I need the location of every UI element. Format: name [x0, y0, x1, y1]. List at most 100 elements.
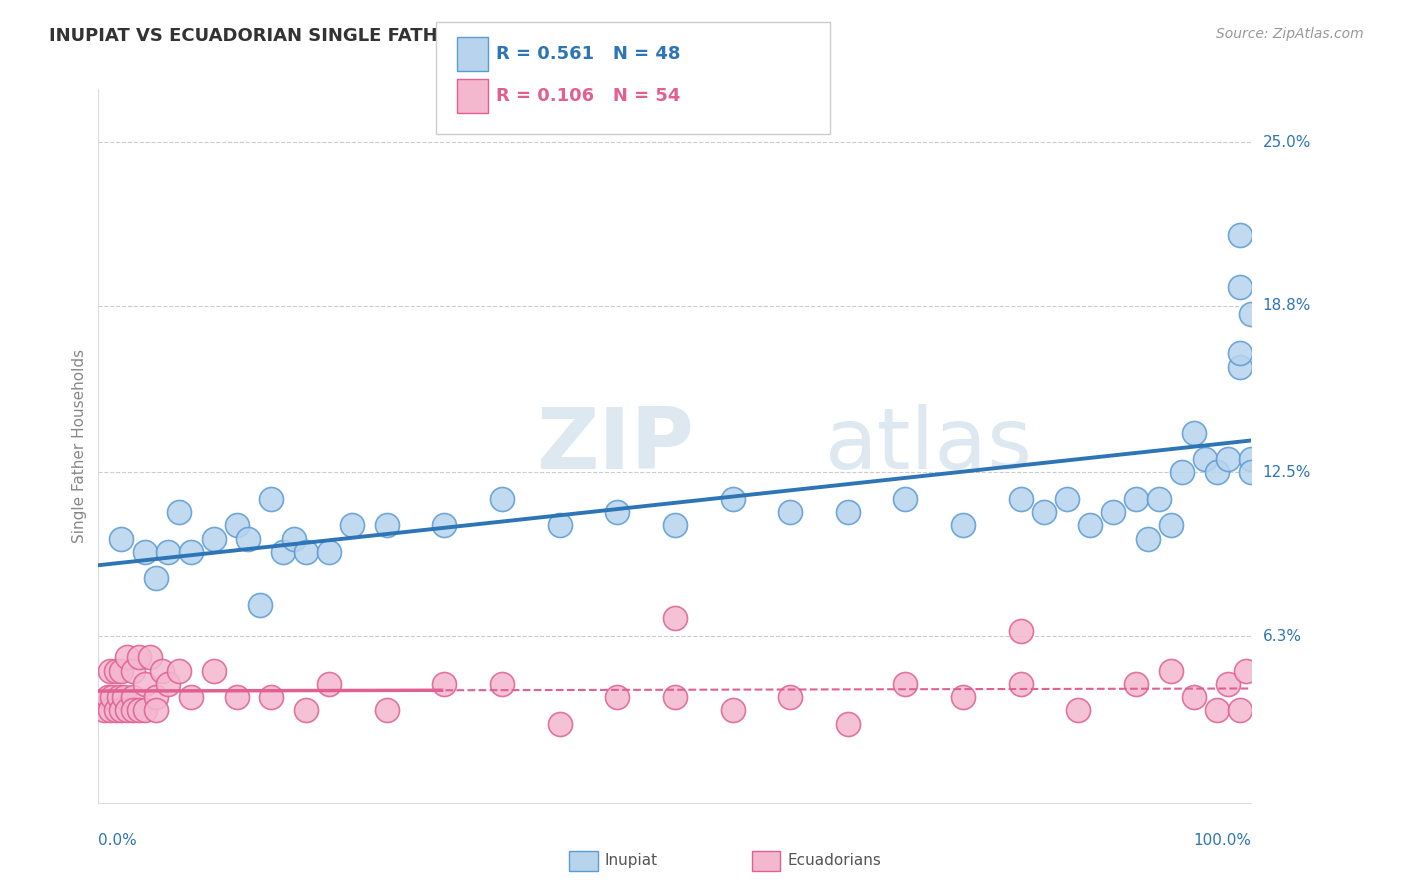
Point: [112, 690, 135, 704]
Point: [202, 664, 225, 678]
Point: [93, 703, 115, 717]
Point: [122, 690, 145, 704]
Point: [664, 611, 686, 625]
Point: [1205, 703, 1227, 717]
Point: [1229, 703, 1251, 717]
Point: [1067, 703, 1090, 717]
Point: [110, 664, 132, 678]
Point: [134, 677, 156, 691]
Point: [1010, 491, 1032, 506]
Point: [104, 664, 127, 678]
Point: [779, 505, 801, 519]
Point: [1229, 227, 1251, 242]
Point: [101, 690, 124, 704]
Point: [894, 677, 917, 691]
Text: atlas: atlas: [825, 404, 1033, 488]
Point: [1218, 452, 1240, 467]
Text: 100.0%: 100.0%: [1194, 833, 1251, 848]
Point: [318, 677, 340, 691]
Point: [1229, 359, 1251, 374]
Point: [1171, 466, 1194, 480]
Point: [122, 703, 145, 717]
Point: [249, 598, 271, 612]
Point: [837, 505, 859, 519]
Text: 6.3%: 6.3%: [1263, 629, 1302, 644]
Point: [1056, 491, 1078, 506]
Point: [664, 518, 686, 533]
Point: [128, 650, 150, 665]
Point: [1010, 677, 1032, 691]
Point: [260, 491, 283, 506]
Point: [1229, 346, 1251, 360]
Text: 25.0%: 25.0%: [1263, 135, 1310, 150]
Point: [156, 545, 179, 559]
Point: [180, 545, 202, 559]
Point: [1234, 664, 1257, 678]
Point: [1136, 532, 1159, 546]
Point: [491, 677, 513, 691]
Point: [117, 703, 139, 717]
Point: [98, 664, 121, 678]
Point: [134, 545, 156, 559]
Point: [318, 545, 340, 559]
Point: [283, 532, 305, 546]
Point: [202, 532, 225, 546]
Point: [110, 532, 132, 546]
Point: [1147, 491, 1170, 506]
Point: [1010, 624, 1032, 638]
Point: [952, 518, 974, 533]
Point: [1229, 280, 1251, 294]
Point: [606, 690, 628, 704]
Point: [1205, 466, 1227, 480]
Text: ZIP: ZIP: [537, 404, 695, 488]
Text: R = 0.106   N = 54: R = 0.106 N = 54: [496, 87, 681, 105]
Point: [548, 518, 571, 533]
Point: [721, 703, 744, 717]
Point: [271, 545, 294, 559]
Text: Source: ZipAtlas.com: Source: ZipAtlas.com: [1216, 27, 1364, 41]
Point: [156, 677, 179, 691]
Point: [606, 505, 628, 519]
Point: [1102, 505, 1125, 519]
Point: [340, 518, 363, 533]
Point: [295, 703, 318, 717]
Point: [433, 677, 456, 691]
Point: [225, 518, 247, 533]
Point: [97, 690, 120, 704]
Point: [139, 650, 162, 665]
Point: [952, 690, 974, 704]
Point: [1160, 518, 1182, 533]
Text: Inupiat: Inupiat: [605, 854, 658, 868]
Text: 0.0%: 0.0%: [98, 833, 138, 848]
Point: [1032, 505, 1054, 519]
Point: [167, 505, 190, 519]
Text: 18.8%: 18.8%: [1263, 299, 1310, 313]
Point: [295, 545, 318, 559]
Point: [1218, 677, 1240, 691]
Point: [1240, 452, 1263, 467]
Point: [375, 518, 398, 533]
Point: [433, 518, 456, 533]
Text: Ecuadorians: Ecuadorians: [787, 854, 882, 868]
Point: [491, 491, 513, 506]
Point: [1078, 518, 1101, 533]
Point: [150, 664, 173, 678]
Point: [145, 571, 167, 585]
Point: [664, 690, 686, 704]
Point: [1194, 452, 1216, 467]
Point: [167, 664, 190, 678]
Point: [108, 690, 131, 704]
Point: [548, 716, 571, 731]
Point: [1182, 425, 1205, 440]
Point: [180, 690, 202, 704]
Point: [779, 690, 801, 704]
Point: [721, 491, 744, 506]
Point: [110, 703, 132, 717]
Text: R = 0.561   N = 48: R = 0.561 N = 48: [496, 45, 681, 63]
Point: [225, 690, 247, 704]
Point: [1240, 307, 1263, 321]
Text: 12.5%: 12.5%: [1263, 465, 1310, 480]
Point: [1182, 690, 1205, 704]
Point: [134, 703, 156, 717]
Point: [1125, 491, 1147, 506]
